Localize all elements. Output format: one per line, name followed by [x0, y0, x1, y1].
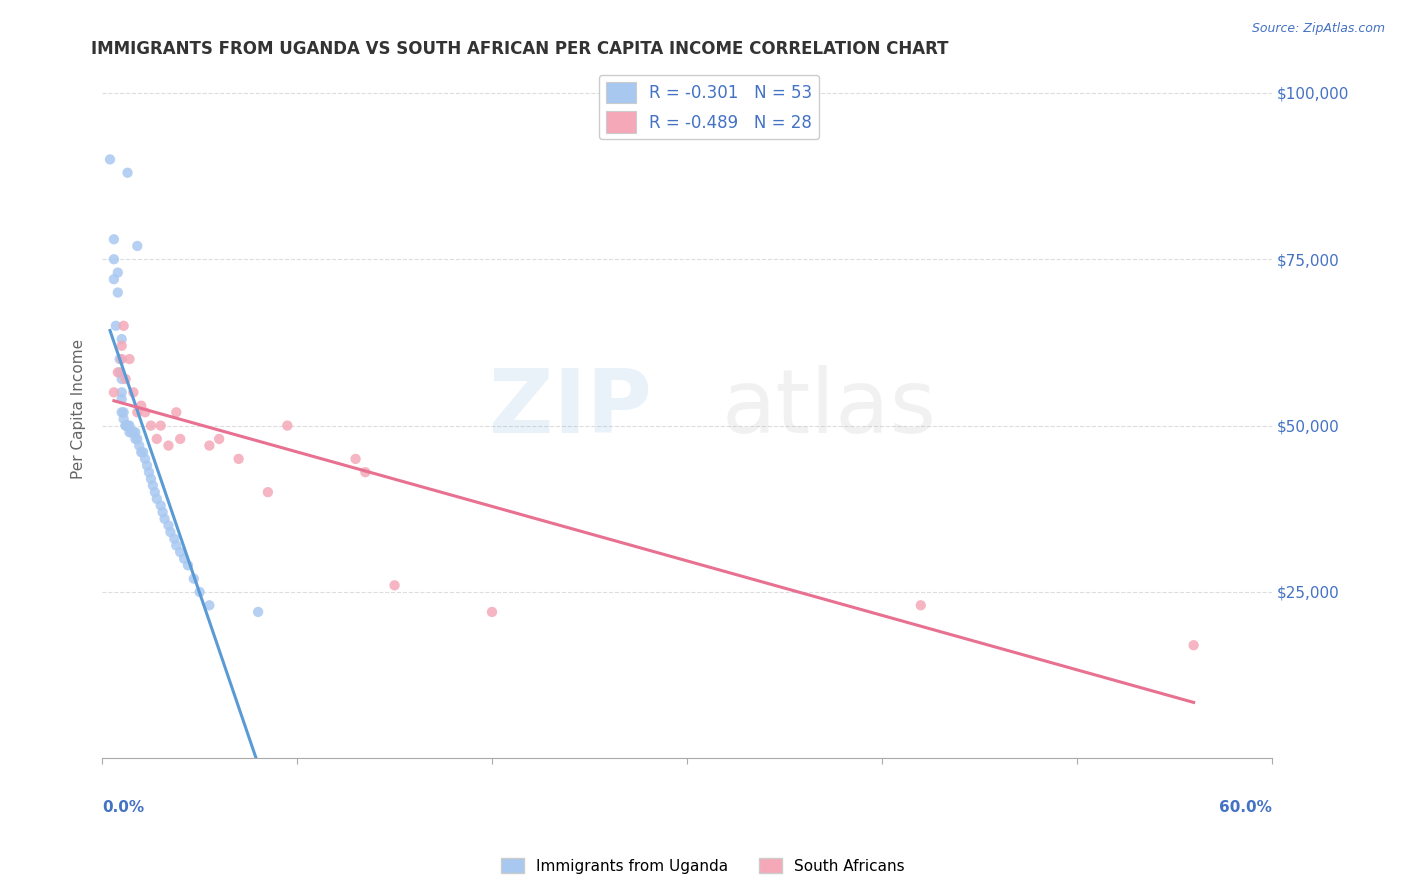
Point: [177, 558, 200, 573]
Point: [173, 551, 195, 566]
Point: [165, 405, 187, 419]
Point: [129, 445, 152, 459]
Point: [136, 458, 159, 473]
Point: [122, 385, 145, 400]
Point: [157, 439, 180, 453]
Point: [143, 485, 166, 500]
Point: [128, 439, 150, 453]
Point: [183, 572, 205, 586]
Text: IMMIGRANTS FROM UGANDA VS SOUTH AFRICAN PER CAPITA INCOME CORRELATION CHART: IMMIGRANTS FROM UGANDA VS SOUTH AFRICAN …: [91, 40, 949, 58]
Point: [108, 365, 131, 379]
Point: [198, 439, 221, 453]
Text: Source: ZipAtlas.com: Source: ZipAtlas.com: [1251, 22, 1385, 36]
Point: [208, 432, 231, 446]
Point: [481, 605, 503, 619]
Point: [134, 451, 156, 466]
Point: [163, 532, 186, 546]
Point: [103, 232, 125, 246]
Point: [169, 432, 191, 446]
Point: [138, 465, 160, 479]
Point: [132, 445, 155, 459]
Point: [117, 418, 139, 433]
Point: [117, 418, 139, 433]
Point: [165, 538, 187, 552]
Point: [103, 252, 125, 267]
Point: [129, 399, 152, 413]
Point: [344, 451, 367, 466]
Point: [120, 425, 142, 440]
Point: [114, 418, 136, 433]
Point: [276, 418, 298, 433]
Point: [108, 352, 131, 367]
Point: [149, 418, 172, 433]
Point: [124, 425, 146, 440]
Point: [112, 318, 135, 333]
Point: [153, 512, 176, 526]
Text: ZIP: ZIP: [489, 366, 652, 452]
Point: [139, 418, 162, 433]
Point: [104, 318, 127, 333]
Point: [111, 339, 134, 353]
Point: [118, 418, 141, 433]
Legend: Immigrants from Uganda, South Africans: Immigrants from Uganda, South Africans: [495, 852, 911, 880]
Point: [103, 272, 125, 286]
Point: [127, 405, 149, 419]
Point: [111, 405, 134, 419]
Point: [111, 352, 134, 367]
Point: [107, 285, 129, 300]
Point: [149, 499, 172, 513]
Point: [112, 405, 135, 419]
Point: [188, 585, 211, 599]
Point: [111, 385, 134, 400]
Point: [146, 491, 169, 506]
Point: [384, 578, 406, 592]
Point: [228, 451, 250, 466]
Point: [111, 372, 134, 386]
Point: [139, 472, 162, 486]
Point: [354, 465, 377, 479]
Point: [98, 153, 121, 167]
Point: [118, 352, 141, 367]
Point: [107, 266, 129, 280]
Point: [146, 432, 169, 446]
Text: atlas: atlas: [721, 366, 938, 452]
Text: 60.0%: 60.0%: [1219, 800, 1271, 815]
Point: [103, 385, 125, 400]
Point: [124, 432, 146, 446]
Point: [111, 332, 134, 346]
Point: [157, 518, 180, 533]
Point: [111, 392, 134, 406]
Legend: R = -0.301   N = 53, R = -0.489   N = 28: R = -0.301 N = 53, R = -0.489 N = 28: [599, 75, 818, 139]
Point: [122, 425, 145, 440]
Point: [198, 599, 221, 613]
Point: [169, 545, 191, 559]
Point: [159, 525, 181, 540]
Point: [114, 418, 136, 433]
Point: [910, 599, 932, 613]
Point: [142, 478, 165, 492]
Point: [112, 412, 135, 426]
Point: [152, 505, 174, 519]
Point: [127, 239, 149, 253]
Point: [134, 405, 156, 419]
Point: [1182, 638, 1205, 652]
Y-axis label: Per Capita Income: Per Capita Income: [72, 339, 86, 479]
Point: [257, 485, 280, 500]
Point: [127, 432, 149, 446]
Text: 0.0%: 0.0%: [103, 800, 145, 815]
Point: [114, 372, 136, 386]
Point: [117, 166, 139, 180]
Point: [107, 365, 129, 379]
Point: [118, 425, 141, 440]
Point: [247, 605, 270, 619]
